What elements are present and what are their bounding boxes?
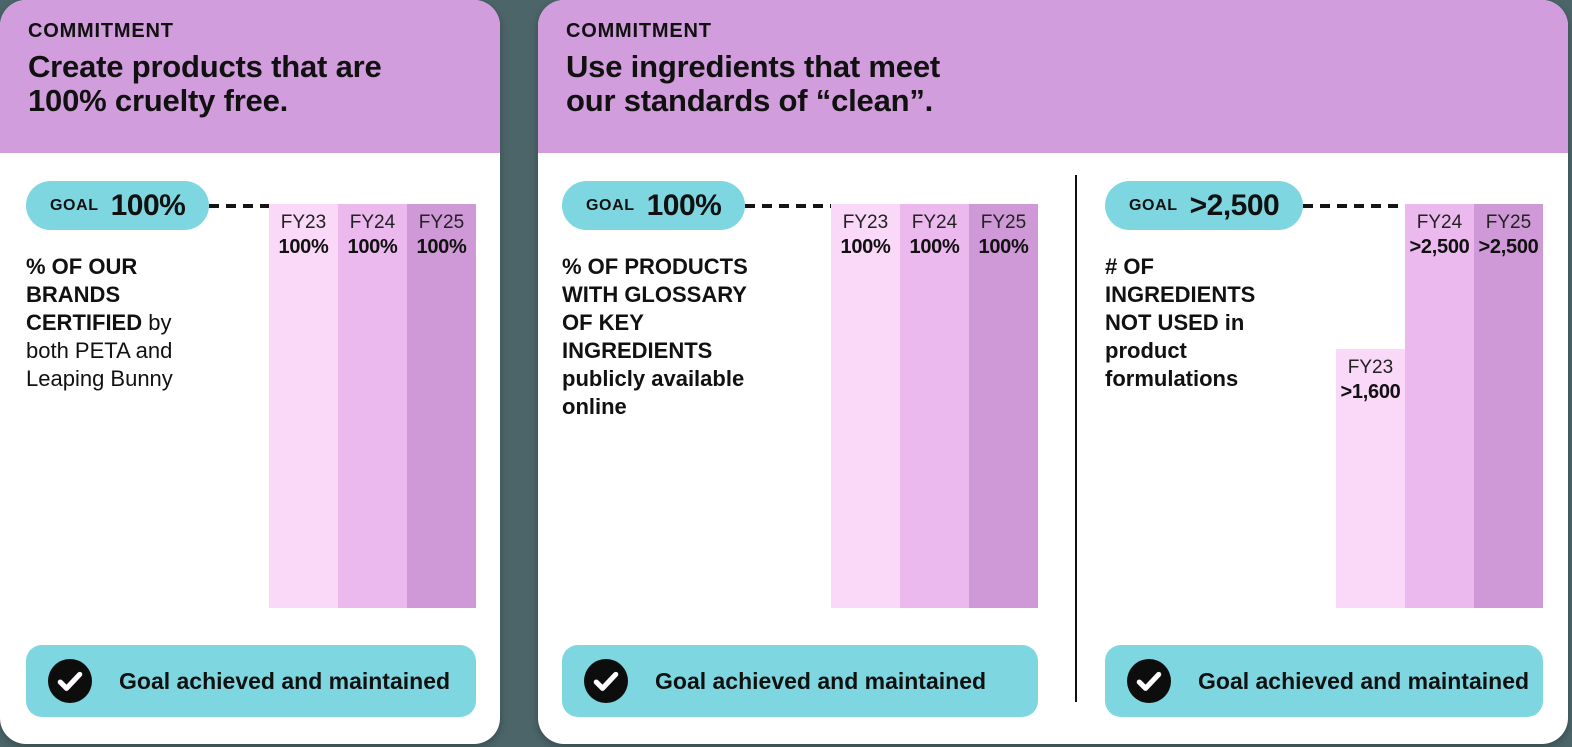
commitment-card-clean-ingredients: COMMITMENT Use ingredients that meet our…	[538, 0, 1568, 744]
bar-chart: FY23 >1,600 FY24 >2,500 FY25 >2,500	[1336, 204, 1543, 608]
bar-value-label: >2,500	[1478, 235, 1539, 258]
card-header: COMMITMENT Create products that are 100%…	[0, 0, 500, 153]
goal-status-label: Goal achieved and maintained	[655, 667, 987, 694]
bar-year-label: FY25	[980, 212, 1027, 233]
goal-value: >2,500	[1189, 188, 1280, 222]
bar-value-label: >2,500	[1409, 235, 1470, 258]
bar-chart: FY23 100% FY24 100% FY25 100%	[269, 204, 476, 608]
card-title: Use ingredients that meet our standards …	[566, 49, 1548, 119]
chart-panel-brands-certified: GOAL 100% % OF OUR BRANDS CERTIFIED by b…	[26, 153, 476, 744]
bar-year-label: FY24	[1416, 212, 1463, 233]
check-icon	[584, 659, 628, 703]
bar-year-label: FY23	[842, 212, 889, 233]
check-icon	[48, 659, 92, 703]
chart-panel-glossary: GOAL 100% % OF PRODUCTS WITH GLOSSARY OF…	[562, 153, 1038, 744]
bar-fy24: FY24 100%	[338, 204, 407, 608]
goal-value: 100%	[110, 188, 186, 222]
bar-year-label: FY23	[1347, 357, 1394, 379]
panel-divider	[1075, 175, 1077, 702]
bar-value-label: 100%	[347, 235, 398, 258]
bar-fy25: FY25 100%	[969, 204, 1038, 608]
bar-value-label: 100%	[840, 235, 891, 258]
commitment-label: COMMITMENT	[28, 20, 174, 42]
goal-status-banner: Goal achieved and maintained	[1105, 645, 1543, 717]
commitment-card-cruelty-free: COMMITMENT Create products that are 100%…	[0, 0, 500, 744]
commitment-label: COMMITMENT	[566, 20, 712, 42]
card-title-line-1: Use ingredients that meet	[566, 49, 940, 84]
goal-status-banner: Goal achieved and maintained	[26, 645, 476, 717]
goal-label: GOAL	[1129, 196, 1178, 214]
bar-fy25: FY25 >2,500	[1474, 204, 1543, 608]
chart-panel-ingredients-not-used: GOAL >2,500 # OF INGREDIENTS NOT USED in…	[1105, 153, 1543, 744]
bar-value-label: >1,600	[1340, 381, 1401, 404]
bar-value-label: 100%	[278, 235, 329, 258]
bar-fy23: FY23 100%	[269, 204, 338, 608]
bar-year-label: FY23	[280, 212, 327, 233]
bar-fy25: FY25 100%	[407, 204, 476, 608]
card-header: COMMITMENT Use ingredients that meet our…	[538, 0, 1568, 153]
bar-fy23: FY23 >1,600	[1336, 349, 1405, 608]
bar-fy24: FY24 >2,500	[1405, 204, 1474, 608]
goal-pill: GOAL >2,500	[1105, 181, 1304, 230]
goal-status-label: Goal achieved and maintained	[119, 667, 451, 694]
goal-label: GOAL	[586, 196, 635, 214]
bar-year-label: FY25	[1485, 212, 1532, 233]
bar-value-label: 100%	[909, 235, 960, 258]
chart-description-bold: % OF OUR BRANDS CERTIFIED	[26, 254, 143, 335]
goal-status-banner: Goal achieved and maintained	[562, 645, 1038, 717]
bar-fy24: FY24 100%	[900, 204, 969, 608]
card-title-line-1: Create products that are	[28, 49, 382, 84]
goal-label: GOAL	[50, 196, 99, 214]
bar-value-label: 100%	[416, 235, 467, 258]
goal-status-label: Goal achieved and maintained	[1198, 667, 1530, 694]
bar-year-label: FY24	[911, 212, 958, 233]
chart-description: % OF OUR BRANDS CERTIFIED by both PETA a…	[26, 253, 194, 393]
chart-description-bold: % OF PRODUCTS WITH GLOSSARY OF KEY INGRE…	[562, 254, 748, 419]
card-title-line-2: our standards of “clean”.	[566, 83, 934, 119]
card-title-line-2: 100% cruelty free.	[28, 83, 289, 119]
chart-description: # OF INGREDIENTS NOT USED in product for…	[1105, 253, 1277, 393]
goal-pill: GOAL 100%	[562, 181, 746, 230]
goal-pill: GOAL 100%	[26, 181, 210, 230]
bar-year-label: FY24	[349, 212, 396, 233]
bar-year-label: FY25	[418, 212, 465, 233]
chart-description-bold: # OF INGREDIENTS NOT USED in product for…	[1105, 254, 1256, 391]
bar-value-label: 100%	[978, 235, 1029, 258]
card-title: Create products that are 100% cruelty fr…	[28, 49, 480, 119]
goal-value: 100%	[646, 188, 722, 222]
check-icon	[1127, 659, 1171, 703]
bar-fy23: FY23 100%	[831, 204, 900, 608]
chart-description: % OF PRODUCTS WITH GLOSSARY OF KEY INGRE…	[562, 253, 762, 421]
chart-description-regular: by both PETA and Leaping Bunny	[26, 309, 173, 391]
bar-chart: FY23 100% FY24 100% FY25 100%	[831, 204, 1038, 608]
